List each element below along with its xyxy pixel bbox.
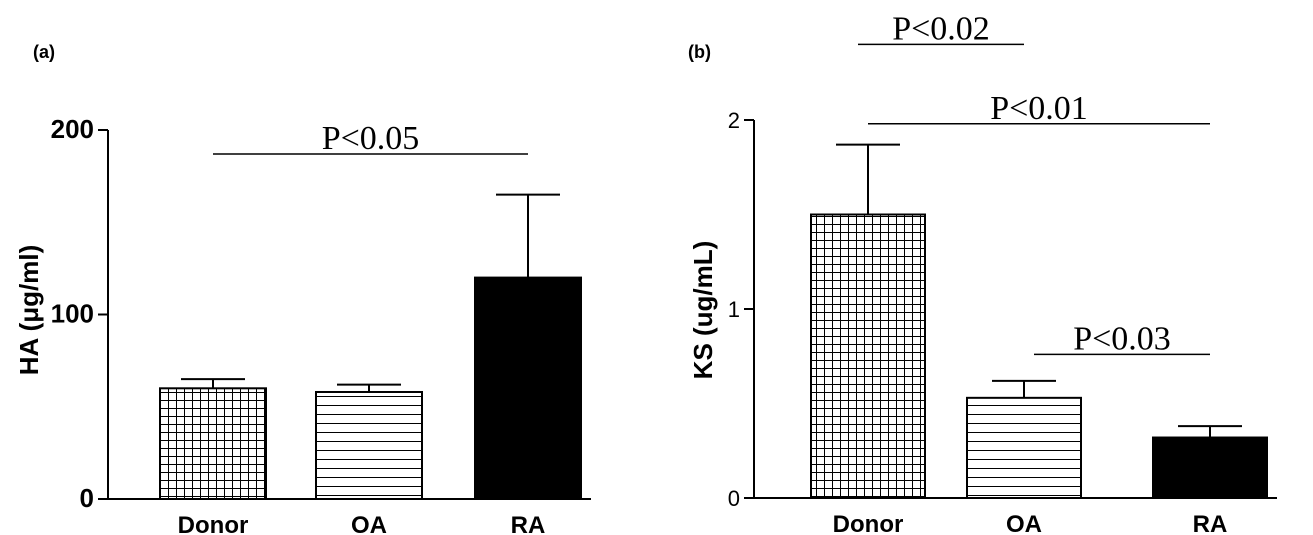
bar-oa — [966, 396, 1082, 499]
panel-a-bars: Donor OA RA — [159, 193, 582, 535]
panel-b-bars: Donor OA RA — [810, 143, 1268, 535]
significance-label: P<0.02 — [892, 10, 990, 47]
significance-label: P<0.05 — [322, 120, 420, 157]
panel-b-chart: (b) KS (ug/mL) 012 Donor OA RA P<0.02P<0.0… — [688, 10, 1277, 535]
significance-label: P<0.01 — [990, 90, 1088, 127]
x-category-label: OA — [351, 512, 387, 535]
y-tick-label: 1 — [728, 297, 740, 322]
bar-oa — [315, 390, 423, 500]
panel-b-significance: P<0.02 P<0.01 P<0.03 — [858, 10, 1210, 357]
y-tick-label: 0 — [80, 483, 94, 513]
significance-label: P<0.03 — [1073, 320, 1171, 357]
panel-b-label: (b) — [688, 42, 711, 62]
panel-a-significance: P<0.05 — [213, 120, 528, 157]
x-category-label: RA — [1193, 511, 1228, 535]
panel-a-chart: (a) HA (μg/ml) 0 100 200 Donor OA RA P<0.05 — [14, 42, 591, 535]
bar-ra — [1152, 436, 1268, 499]
panel-a-label: (a) — [33, 42, 55, 62]
panel-a-y-axis-label: HA (μg/ml) — [14, 245, 44, 375]
x-category-label: RA — [511, 512, 546, 535]
y-tick-label: 0 — [728, 486, 740, 511]
panel-b-y-axis-label: KS (ug/mL) — [688, 241, 718, 380]
bar-donor — [159, 387, 267, 500]
y-tick-label: 200 — [51, 114, 94, 144]
x-category-label: Donor — [833, 511, 904, 535]
bar-donor — [810, 213, 926, 499]
bar-ra — [474, 276, 582, 500]
y-tick-label: 100 — [51, 299, 94, 329]
y-tick-label: 2 — [728, 108, 740, 133]
x-category-label: OA — [1006, 511, 1042, 535]
x-category-label: Donor — [178, 512, 249, 535]
